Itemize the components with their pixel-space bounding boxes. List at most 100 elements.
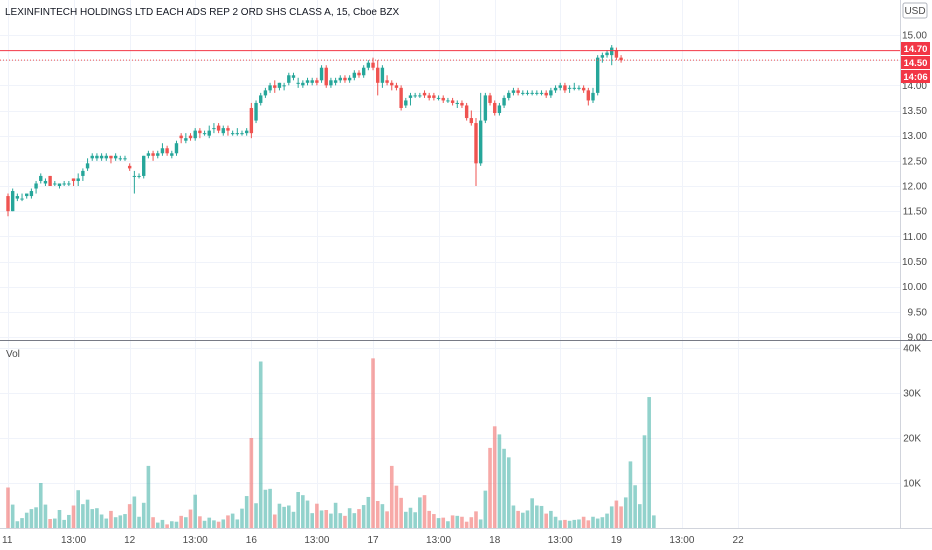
currency-button-frame[interactable] <box>902 2 928 19</box>
volume-bar <box>333 502 338 528</box>
volume-bar <box>427 510 431 528</box>
volume-bar <box>6 487 10 528</box>
candle-body <box>76 178 80 181</box>
volume-tick-label: 30K <box>903 389 921 400</box>
candle-body <box>427 95 431 98</box>
time-tick-label: 13:00 <box>669 535 694 546</box>
volume-bar <box>141 502 146 528</box>
volume-bar <box>567 520 572 528</box>
axes <box>0 0 932 529</box>
candle-body <box>39 175 43 181</box>
candle-body <box>441 97 445 101</box>
candle-body <box>455 102 459 104</box>
candle-body <box>352 72 357 78</box>
volume-bar <box>268 488 272 528</box>
price-tick-label: 13.00 <box>902 131 927 142</box>
candle-body <box>71 178 76 181</box>
price-tick-label: 9.50 <box>908 307 928 318</box>
candle-body <box>43 180 48 184</box>
volume-bar <box>506 457 511 528</box>
candle-body <box>450 100 455 103</box>
candle-body <box>81 170 85 176</box>
volume-bar <box>198 516 202 528</box>
candle-body <box>123 158 127 160</box>
volume-bar <box>137 516 141 528</box>
volume-bar <box>216 521 221 528</box>
candle-body <box>90 155 94 159</box>
candle-body <box>535 92 539 94</box>
price-tick-label: 11.50 <box>903 207 928 218</box>
candle-body <box>310 80 314 83</box>
volume-bar <box>254 503 258 528</box>
volume-bar <box>99 514 104 528</box>
volume-bar <box>123 514 127 528</box>
volume-tick-label: 20K <box>903 434 921 445</box>
volume-bar <box>127 504 132 528</box>
price-tick-label: 12.00 <box>902 182 927 193</box>
volume-bar <box>460 516 464 528</box>
candle-body <box>53 183 57 185</box>
volume-bar <box>71 505 76 528</box>
volume-bar <box>174 521 179 528</box>
volume-bar <box>305 500 310 528</box>
volume-bar <box>57 510 62 528</box>
currency-label[interactable]: USD <box>904 6 925 17</box>
volume-bar <box>478 519 483 528</box>
candle-body <box>399 87 403 108</box>
volume-bar <box>24 512 29 528</box>
price-tick-label: 10.00 <box>902 282 927 293</box>
candle-body <box>207 130 211 136</box>
volume-bar <box>450 515 455 528</box>
candle-body <box>525 92 530 94</box>
volume-bar <box>296 492 300 528</box>
volume-bar <box>179 515 183 528</box>
candle-body <box>324 67 328 86</box>
volume-bar <box>389 465 394 528</box>
volume-bar <box>329 513 333 528</box>
candle-body <box>483 95 488 121</box>
currency-button[interactable]: USD <box>902 2 928 19</box>
candle-body <box>591 92 595 101</box>
volume-bar <box>347 508 352 528</box>
candle-body <box>469 118 474 124</box>
candle-body <box>493 102 497 114</box>
price-tick-label: 11.00 <box>903 232 928 243</box>
volume-bar <box>132 496 137 528</box>
volume-bar <box>43 504 48 528</box>
candle-body <box>99 155 104 159</box>
candle-body <box>595 57 600 93</box>
time-tick-labels: 11 13:00 12 13:00 16 13:00 17 13:00 18 13:00 19 13:… <box>2 535 744 546</box>
volume-bar <box>619 506 623 528</box>
price-marker-label: 14.70 <box>904 44 928 55</box>
candle-body <box>57 183 62 186</box>
volume-bar <box>581 516 586 528</box>
candle-body <box>619 57 623 61</box>
volume-bar <box>48 519 52 528</box>
volume-bar <box>272 514 277 528</box>
volume-bar <box>263 489 268 528</box>
candle-body <box>464 105 469 119</box>
volume-bar <box>76 490 80 528</box>
volume-bar <box>95 508 99 528</box>
candle-body <box>104 155 108 159</box>
volume-bar <box>521 512 525 528</box>
candle-body <box>446 100 450 102</box>
candle-body <box>478 120 483 164</box>
candle-body <box>394 85 399 88</box>
candle-body <box>165 148 169 154</box>
volume-bar <box>118 515 123 528</box>
volume-bar <box>628 461 633 528</box>
volume-bar <box>474 511 478 528</box>
price-tick-label: 9.00 <box>908 333 928 344</box>
candle-body <box>188 135 193 139</box>
volume-bar <box>385 511 389 528</box>
candle-body <box>259 95 263 103</box>
volume-bar <box>394 485 399 528</box>
grid-lines <box>0 0 900 528</box>
volume-tick-labels: 40K 30K 20K 10K <box>903 344 921 490</box>
candle-body <box>408 95 413 98</box>
candle-body <box>198 130 202 134</box>
volume-bar <box>535 505 539 528</box>
volume-bar <box>432 514 436 528</box>
candle-body <box>85 163 90 169</box>
